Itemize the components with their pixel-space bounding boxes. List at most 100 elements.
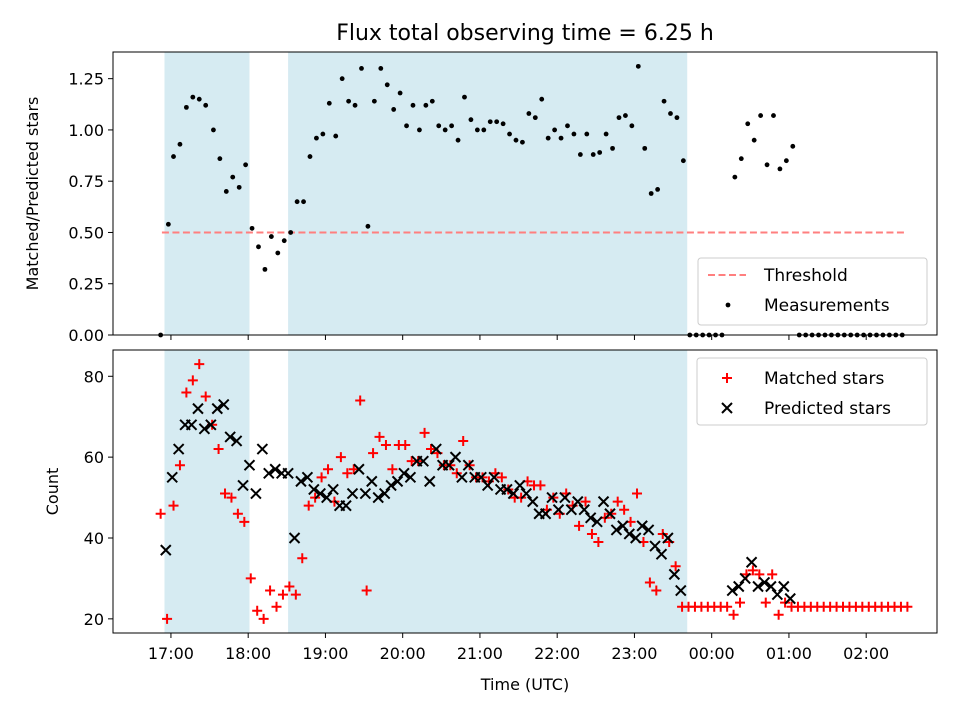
matched-star-point [342,468,353,479]
measurement-point [391,107,397,112]
measurement-point [680,158,686,164]
measurement-point [314,135,319,141]
matched-star-point [580,496,591,507]
top-ytick-label: 0.75 [68,172,104,191]
predicted-star-point [198,423,211,435]
bottom-shaded-interval-1 [288,350,688,633]
matched-star-point [387,464,398,475]
legend-matched-swatch [722,373,732,383]
measurement-point [610,145,615,151]
measurement-point [339,76,345,82]
measurement-point [494,119,500,125]
top-axes-frame [112,51,938,336]
predicted-star-point [372,491,384,504]
measurement-point [616,115,622,121]
measurement-point [307,154,313,159]
measurement-point [217,156,223,162]
measurement-point [642,145,648,151]
measurement-point [256,244,261,250]
predicted-star-point [269,463,281,475]
matched-star-point [290,589,301,600]
xtick-label: 19:00 [302,644,348,663]
measurement-point [558,135,564,141]
predicted-star-point [346,487,359,500]
matched-star-point [426,444,437,455]
measurement-point [500,121,506,127]
predicted-star-point [263,467,275,480]
measurement-point [359,66,364,71]
predicted-star-point [662,532,674,544]
measurement-point [455,137,461,143]
matched-star-point [226,492,237,503]
measurement-point [648,191,654,196]
measurement-point [171,154,176,159]
matched-star-point [220,488,231,499]
matched-star-point [419,427,430,438]
measurement-point [526,111,532,116]
matched-star-point [168,500,179,511]
measurement-point [629,123,635,129]
predicted-star-point [514,479,526,492]
predicted-star-point [353,463,365,475]
measurement-point [268,234,274,239]
matched-star-point [747,565,758,576]
predicted-star-point [443,459,455,471]
matched-star-point [297,553,308,564]
predicted-star-point [224,431,236,443]
predicted-star-point [604,508,616,520]
predicted-star-point [378,487,391,500]
xtick-label: 01:00 [766,644,812,663]
matched-star-point [670,561,681,572]
xtick-label: 23:00 [611,644,657,663]
top-ytick-label: 0.00 [68,326,104,345]
measurement-point [417,127,422,133]
predicted-star-point [642,524,655,536]
matched-star-point [181,387,192,398]
measurement-point [346,98,352,104]
measurement-point [190,94,196,100]
predicted-star-point [391,475,404,488]
matched-star-point [380,440,391,451]
measurement-point [442,127,448,133]
measurement-point [301,199,306,205]
measurement-point [565,123,570,129]
measurement-point [777,166,783,172]
xtick-label: 22:00 [534,644,580,663]
matched-star-point [651,585,662,596]
predicted-star-point [237,479,249,492]
predicted-star-point [765,580,777,593]
predicted-star-point [192,402,204,415]
predicted-star-point [559,491,571,504]
measurement-point [177,141,183,147]
predicted-star-point [610,524,623,536]
legend-threshold-label: Threshold [763,266,848,286]
measurement-point [249,225,255,231]
predicted-star-point [295,475,307,488]
bottom-shaded-interval-0 [164,350,250,633]
matched-star-point [155,508,166,519]
predicted-star-point [752,580,764,593]
predicted-star-point [166,471,178,484]
measurement-point [674,115,680,121]
xtick-label: 20:00 [380,644,426,663]
measurement-point [532,115,538,121]
predicted-star-point [301,471,314,484]
bottom-ytick-label: 80 [84,367,104,386]
predicted-star-point [314,487,326,500]
predicted-star-point [404,471,417,484]
bottom-legend-box [696,357,928,426]
matched-star-point [303,500,314,511]
measurement-point [196,96,202,102]
x-axis-label: Time (UTC) [480,675,569,694]
measurement-point [165,221,171,227]
predicted-star-point [501,483,513,496]
measurement-point [661,98,667,104]
predicted-star-point [578,503,590,516]
predicted-star-point [739,572,751,585]
measurement-point [668,111,673,116]
measurement-point [365,223,371,229]
measurement-point [397,90,403,96]
bottom-ytick-label: 60 [84,448,104,467]
measurement-point [462,94,467,100]
